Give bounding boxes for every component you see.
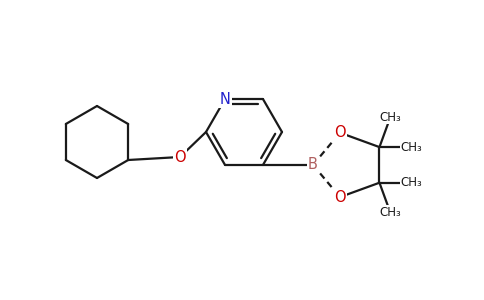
Text: CH₃: CH₃	[401, 141, 423, 154]
Text: CH₃: CH₃	[379, 110, 401, 124]
Text: O: O	[174, 149, 186, 164]
Text: CH₃: CH₃	[379, 206, 401, 219]
Text: N: N	[220, 92, 230, 106]
Text: O: O	[334, 125, 346, 140]
Text: CH₃: CH₃	[401, 176, 423, 189]
Text: B: B	[308, 158, 318, 172]
Text: O: O	[334, 190, 346, 205]
